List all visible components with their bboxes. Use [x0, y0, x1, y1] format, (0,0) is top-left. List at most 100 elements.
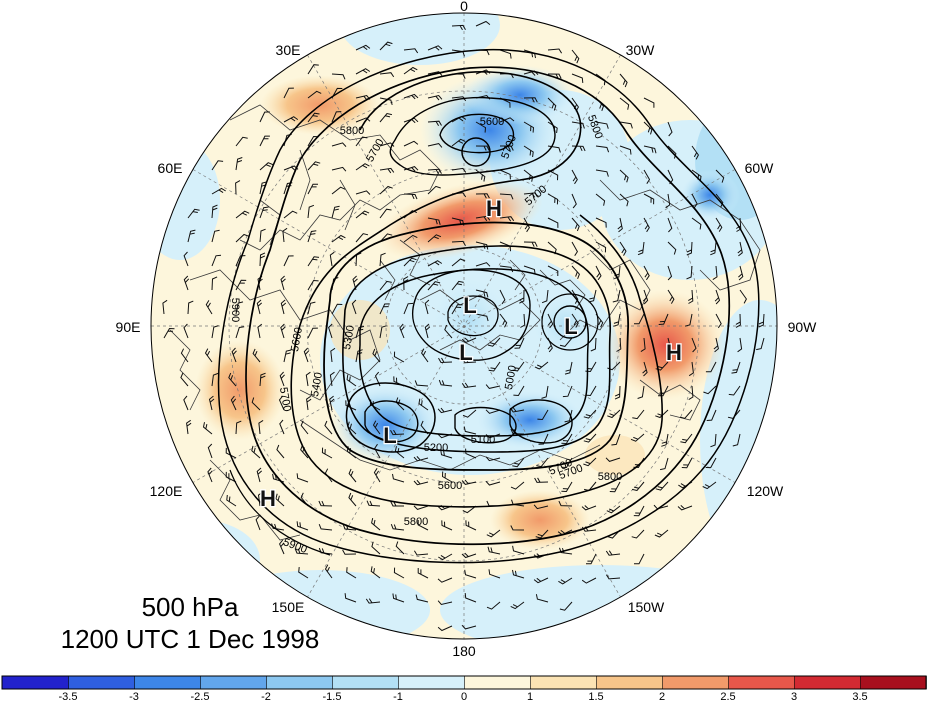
- lon-label-60w: 60W: [745, 160, 775, 176]
- wind-barb: [665, 193, 671, 209]
- wind-barb: [605, 457, 621, 462]
- wind-barb: [372, 348, 381, 363]
- wind-barb: [427, 94, 443, 101]
- colorbar-tick-label: -3: [129, 691, 139, 702]
- wind-barb: [414, 380, 429, 387]
- colorbar-tick-label: 2.5: [720, 691, 735, 702]
- wind-barb: [558, 577, 573, 585]
- wind-barb: [632, 409, 645, 420]
- wind-barb: [461, 382, 477, 389]
- wind-barb: [280, 275, 286, 291]
- wind-barb: [393, 567, 405, 579]
- wind-barb: [613, 313, 621, 327]
- wind-barb: [331, 234, 346, 243]
- wind-barb: [705, 457, 717, 469]
- wind-barb: [355, 136, 368, 147]
- wind-barb: [438, 357, 453, 364]
- wind-barb: [280, 323, 286, 339]
- wind-barb: [451, 138, 466, 147]
- wind-barb: [226, 494, 237, 507]
- wind-barb: [330, 347, 336, 363]
- wind-barb: [666, 337, 672, 353]
- wind-barb: [251, 445, 261, 459]
- wind-barb: [207, 443, 213, 459]
- wind-barb: [523, 265, 536, 275]
- wind-barb: [523, 192, 539, 198]
- wind-barb: [444, 324, 453, 339]
- colorbar-tick-label: 1.5: [588, 691, 603, 702]
- wind-barb: [643, 121, 653, 135]
- wind-barb: [342, 549, 357, 555]
- wind-barb: [331, 142, 347, 147]
- wind-barb: [427, 168, 442, 175]
- wind-barb: [691, 217, 702, 230]
- wind-barb: [510, 481, 525, 490]
- wind-barb: [667, 289, 675, 304]
- wind-barb: [417, 568, 429, 579]
- wind-barb: [595, 241, 607, 253]
- wind-barb: [427, 120, 442, 126]
- wind-barb: [211, 276, 218, 291]
- wind-barb: [616, 337, 622, 352]
- wind-barb: [324, 564, 333, 579]
- wind-barb: [413, 505, 429, 510]
- wind-barb: [379, 325, 387, 339]
- wind-barb: [727, 409, 741, 419]
- wind-barb: [520, 313, 526, 328]
- wind-barb: [535, 594, 549, 603]
- wind-barb: [163, 327, 175, 339]
- wind-barb: [294, 548, 309, 555]
- wind-barb: [475, 145, 490, 151]
- wind-barb: [306, 395, 312, 411]
- wind-barb: [395, 541, 405, 555]
- valid-time-caption: 1200 UTC 1 Dec 1998: [60, 624, 320, 654]
- wind-barb: [307, 256, 320, 267]
- wind-barb: [475, 215, 491, 222]
- wind-barb: [424, 299, 430, 315]
- wind-barb: [259, 162, 274, 171]
- wind-barb: [684, 313, 693, 327]
- wind-barb: [499, 169, 511, 180]
- wind-barb: [562, 385, 573, 398]
- wind-barb: [519, 289, 525, 304]
- wind-barb: [403, 234, 418, 243]
- wind-barb: [571, 169, 578, 185]
- wind-barb: [204, 348, 213, 363]
- wind-barb: [441, 471, 453, 483]
- wind-barb: [418, 398, 429, 411]
- wind-barb: [538, 433, 549, 445]
- wind-barb: [257, 323, 263, 339]
- pressure-level-caption: 500 hPa: [141, 592, 239, 622]
- wind-barb: [561, 433, 573, 445]
- wind-barb: [571, 217, 580, 232]
- wind-barb: [348, 492, 357, 507]
- wind-barb: [371, 541, 381, 555]
- wind-barb: [523, 121, 535, 133]
- wind-barb: [619, 121, 633, 129]
- wind-barb: [564, 409, 573, 423]
- wind-barb: [541, 289, 549, 304]
- wind-barb: [499, 313, 508, 328]
- wind-barb: [661, 433, 669, 447]
- wind-barb: [634, 313, 645, 325]
- colorbar-swatch: [397, 675, 465, 690]
- wind-barb: [586, 553, 597, 565]
- colorbar-swatch: [67, 675, 135, 690]
- wind-barb: [321, 447, 333, 459]
- wind-barb: [399, 323, 405, 339]
- high-center-label: H: [260, 486, 276, 511]
- wind-barb: [183, 323, 189, 339]
- colorbar-swatch: [463, 675, 531, 690]
- wind-barb: [413, 456, 429, 462]
- wind-barb: [348, 468, 357, 483]
- colorbar: -3.5 -3 -2.5 -2 -1.5 -1 0 1 1.5 2 2.5 3 3.5: [1, 675, 927, 702]
- wind-barb: [595, 121, 609, 129]
- wind-barb: [691, 145, 699, 160]
- wind-barb: [735, 313, 741, 328]
- low-center-label: L: [459, 340, 472, 365]
- wind-barb: [355, 210, 370, 219]
- lon-label-60e: 60E: [158, 160, 183, 176]
- wind-barb: [595, 313, 604, 328]
- wind-barb: [235, 210, 250, 219]
- wind-barb: [523, 145, 534, 158]
